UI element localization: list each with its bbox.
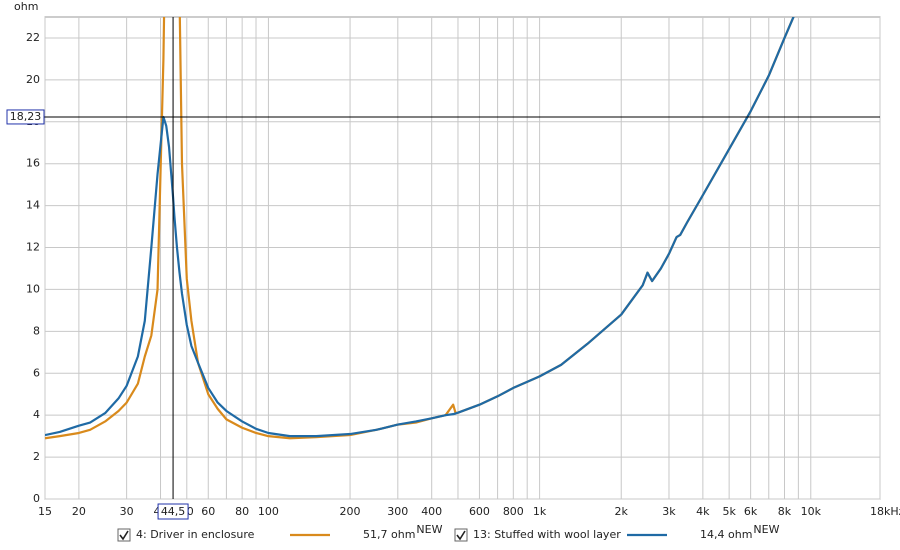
y-tick-label: 20 [26,73,40,86]
y-axis-label: ohm [14,0,38,13]
x-tick-label: 10k [801,505,822,518]
x-tick-label: 80 [235,505,249,518]
x-tick-label: 3k [662,505,676,518]
x-tick-label: 200 [340,505,361,518]
cursor-x-box [157,503,189,520]
legend-badge: NEW [416,523,442,536]
checkbox-check [119,530,129,541]
x-tick-label: 5k [722,505,736,518]
y-tick-label: 12 [26,241,40,254]
x-tick-label: 60 [201,505,215,518]
y-tick-label: 2 [33,450,40,463]
x-tick-label: 4k [696,505,710,518]
x-tick-label: 400 [421,505,442,518]
legend-reading: 14,4 ohm [700,528,752,541]
y-tick-label: 14 [26,199,40,212]
x-tick-label: 2k [615,505,629,518]
x-tick-label: 30 [120,505,134,518]
y-tick-label: 0 [33,492,40,505]
x-tick-label: 15 [38,505,52,518]
y-tick-label: 16 [26,157,40,170]
x-tick-label: 300 [387,505,408,518]
x-tick-label: 600 [469,505,490,518]
x-tick-label: 6k [744,505,758,518]
cursor-y-box [6,109,45,125]
y-tick-label: 4 [33,408,40,421]
x-tick-label: 100 [258,505,279,518]
y-tick-label: 22 [26,31,40,44]
checkbox-check [456,530,466,541]
y-tick-label: 10 [26,282,40,295]
y-tick-label: 8 [33,324,40,337]
x-tick-label: 18kHz [870,505,900,518]
plot-lines [45,17,795,440]
legend-label: 4: Driver in enclosure [136,528,255,541]
legend-checkbox[interactable] [117,528,131,542]
legend-reading: 51,7 ohm [363,528,415,541]
cursor-x-label: 44,5 [161,505,186,518]
legend-checkbox[interactable] [454,528,468,542]
y-tick-label: 6 [33,366,40,379]
legend-badge: NEW [753,523,779,536]
x-tick-label: 800 [503,505,524,518]
cursor-y-label: 18,23 [10,110,42,123]
x-tick-label: 8k [778,505,792,518]
series-line [45,17,795,438]
legend-label: 13: Stuffed with wool layer [473,528,621,541]
x-tick-label: 1k [533,505,547,518]
plot-area [44,16,881,500]
x-tick-label: 20 [72,505,86,518]
